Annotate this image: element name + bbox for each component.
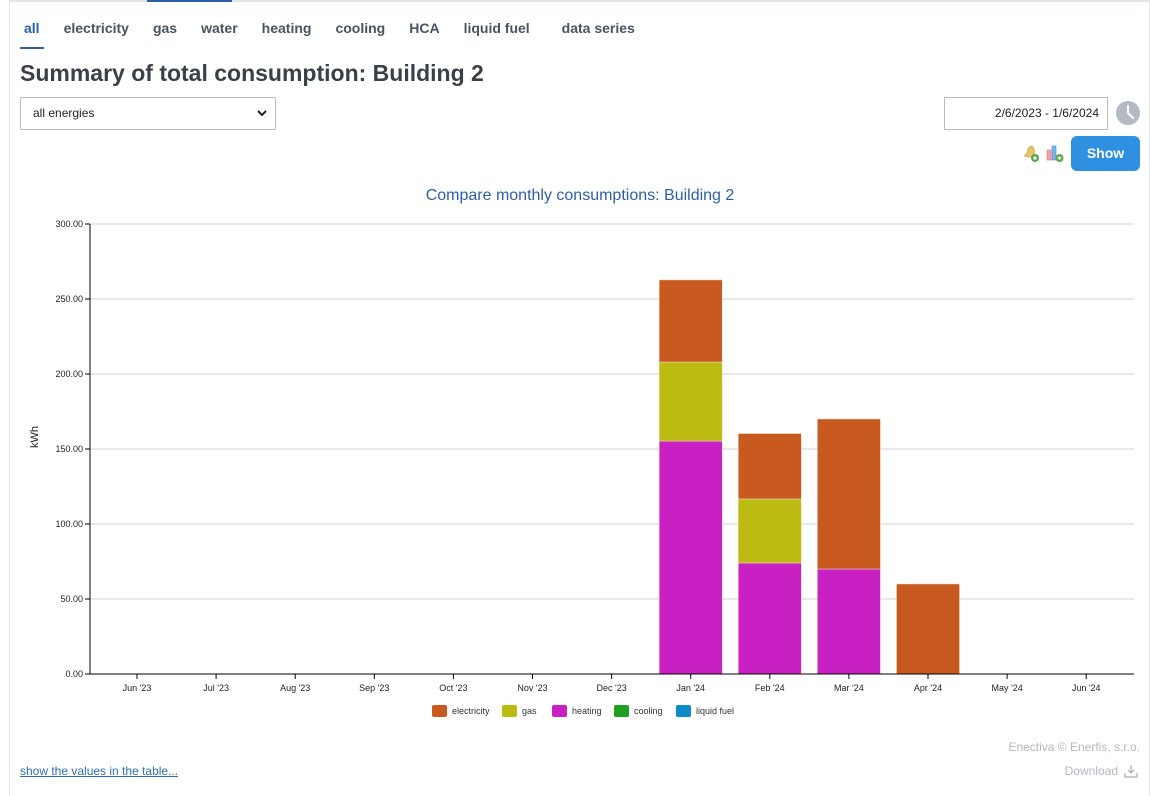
x-tick-label: Sep '23 [359, 683, 389, 693]
tab-water[interactable]: water [201, 20, 238, 36]
bar-heating[interactable] [817, 568, 881, 675]
chevron-down-icon [257, 98, 267, 142]
legend-swatch [676, 705, 691, 717]
x-tick-label: Jan '24 [676, 683, 705, 693]
legend-label: liquid fuel [696, 706, 734, 716]
legend-label: cooling [634, 706, 663, 716]
bar-electricity[interactable] [738, 433, 802, 500]
tab-electricity[interactable]: electricity [63, 20, 129, 36]
y-axis-label: kWh [29, 426, 41, 448]
x-tick-label: Jun '24 [1072, 683, 1101, 693]
grid-lines [90, 223, 1134, 600]
bar-gas[interactable] [658, 361, 723, 442]
x-tick-label: Apr '24 [914, 683, 942, 693]
tab-cooling[interactable]: cooling [335, 20, 386, 36]
y-tick-label: 50.00 [60, 594, 83, 604]
legend-swatch [552, 705, 567, 717]
x-tick-label: Mar '24 [834, 683, 864, 693]
credit-text: Enectiva © Enerfis, s.r.o. [1008, 740, 1140, 754]
chart-add-icon[interactable] [1045, 143, 1065, 163]
y-tick-label: 250.00 [55, 294, 83, 304]
top-border [0, 0, 1150, 2]
legend-item-gas[interactable]: gas [502, 705, 537, 717]
clock-icon[interactable] [1116, 101, 1140, 125]
legend-item-heating[interactable]: heating [552, 705, 602, 717]
x-tick-label: Nov '23 [517, 683, 547, 693]
legend-label: gas [522, 706, 537, 716]
page-title: Summary of total consumption: Building 2 [20, 60, 484, 86]
legend-label: electricity [452, 706, 490, 716]
y-tick-label: 200.00 [55, 369, 83, 379]
legend-swatch [432, 705, 447, 717]
legend-label: heating [572, 706, 602, 716]
tab-heating[interactable]: heating [261, 20, 312, 36]
x-tick-label: Jun '23 [123, 683, 152, 693]
x-tick-label: Feb '24 [755, 683, 785, 693]
date-range-input[interactable]: 2/6/2023 - 1/6/2024 [944, 97, 1108, 130]
bar-electricity[interactable] [896, 583, 960, 675]
bar-electricity[interactable] [658, 279, 723, 363]
bar-electricity[interactable] [817, 418, 881, 570]
show-table-link[interactable]: show the values in the table... [20, 764, 179, 778]
legend-swatch [502, 705, 517, 717]
x-tick-label: Dec '23 [596, 683, 626, 693]
x-tick-label: May '24 [991, 683, 1022, 693]
tab-all[interactable]: all [20, 20, 44, 49]
bar-heating[interactable] [658, 440, 723, 675]
bars [658, 279, 960, 675]
y-tick-label: 300.00 [55, 219, 83, 229]
legend-swatch [614, 705, 629, 717]
legend-item-electricity[interactable]: electricity [432, 705, 490, 717]
tab-hca[interactable]: HCA [409, 20, 440, 36]
x-tick-label: Jul '23 [203, 683, 229, 693]
download-icon [1124, 765, 1138, 778]
download-button[interactable]: Download [1065, 764, 1138, 778]
bell-add-icon[interactable] [1021, 143, 1041, 163]
legend-item-cooling[interactable]: cooling [614, 705, 663, 717]
top-active-indicator [147, 0, 232, 2]
energy-select-value: all energies [33, 106, 95, 120]
tab-gas[interactable]: gas [152, 20, 178, 36]
legend-item-liquid-fuel[interactable]: liquid fuel [676, 705, 734, 717]
bar-heating[interactable] [738, 562, 802, 675]
download-label: Download [1064, 764, 1118, 778]
tab-data-series[interactable]: data series [561, 20, 635, 36]
x-tick-label: Oct '23 [439, 683, 467, 693]
energy-select[interactable]: all energies [20, 97, 276, 130]
x-ticks: Jun '23 Jul '23 Aug '23 Sep '23 Oct '23 Nov '… [123, 674, 1101, 693]
left-frame [0, 0, 10, 796]
chart-title: Compare monthly consumptions: Building 2 [425, 187, 735, 204]
y-tick-label: 0.00 [65, 669, 83, 679]
energy-tabs: all electricity gas water heating coolin… [20, 20, 659, 49]
y-tick-label: 150.00 [55, 444, 83, 454]
show-button[interactable]: Show [1071, 136, 1140, 171]
y-ticks: 0.00 50.00 100.00 150.00 200.00 250.00 300.00 [55, 219, 90, 679]
x-tick-label: Aug '23 [280, 683, 310, 693]
bar-gas[interactable] [738, 498, 802, 564]
tab-liquid-fuel[interactable]: liquid fuel [463, 20, 530, 36]
y-tick-label: 100.00 [55, 519, 83, 529]
legend: electricity gas heating cooling liquid fuel [432, 705, 734, 717]
